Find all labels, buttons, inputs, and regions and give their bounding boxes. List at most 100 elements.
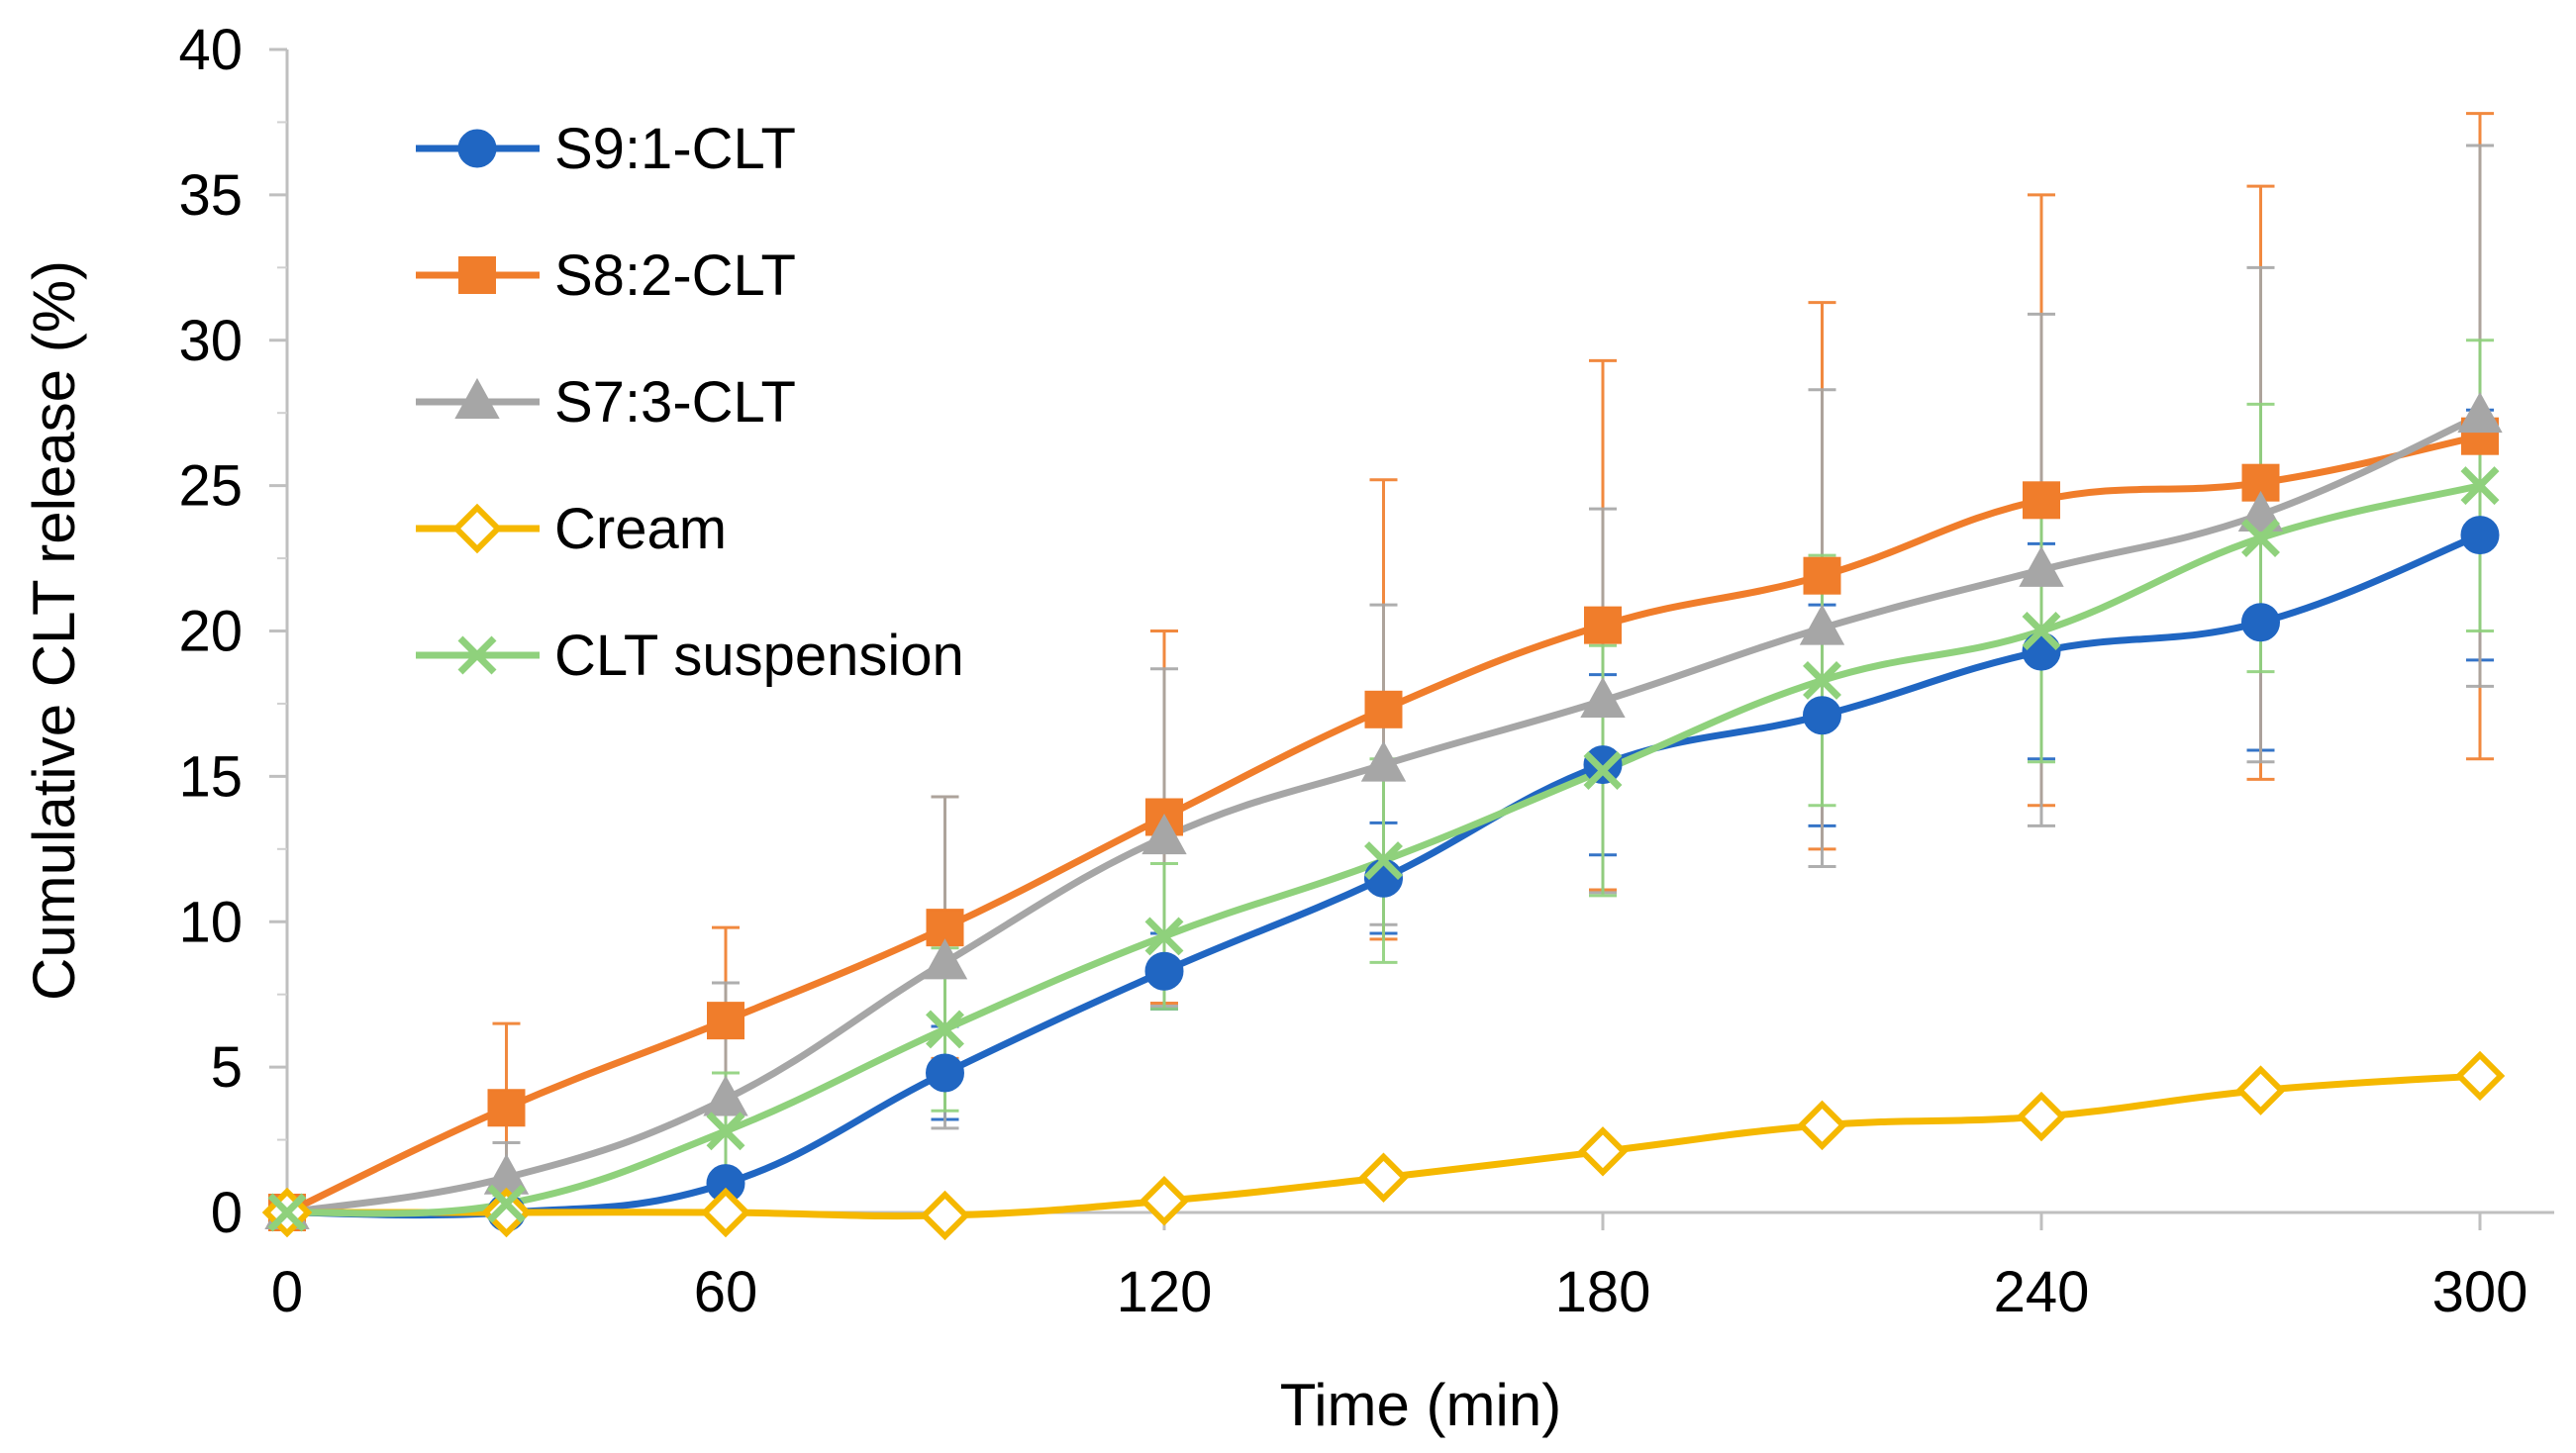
marker-s0-p10-shape bbox=[2460, 516, 2500, 555]
marker-s3-p2 bbox=[700, 1187, 751, 1238]
marker-s4-p9-stroke-b bbox=[2241, 519, 2280, 557]
marker-s0-p4-shape bbox=[1144, 951, 1184, 991]
marker-s0-p9 bbox=[2241, 603, 2280, 642]
marker-s0-p7 bbox=[1803, 696, 1841, 735]
x-tick-label-1: 60 bbox=[694, 1260, 758, 1324]
x-tick-label-3: 180 bbox=[1555, 1260, 1651, 1324]
marker-s2-p6 bbox=[1580, 676, 1626, 718]
marker-s2-p10 bbox=[2457, 392, 2503, 434]
marker-s3-p4 bbox=[1139, 1176, 1190, 1226]
x-tick-label-4: 240 bbox=[1994, 1260, 2090, 1324]
marker-s4-p3-stroke-b bbox=[926, 1010, 964, 1049]
legend-marker-4 bbox=[457, 635, 497, 675]
marker-s4-p6 bbox=[1583, 751, 1623, 790]
marker-s2-p8 bbox=[2019, 545, 2064, 587]
y-tick-label-2: 10 bbox=[178, 890, 243, 954]
y-tick-label-6: 30 bbox=[178, 309, 243, 373]
marker-s2-p3-shape bbox=[922, 938, 968, 980]
marker-s3-p7-shape bbox=[1797, 1100, 1847, 1151]
marker-s3-p2-shape bbox=[700, 1187, 751, 1238]
marker-s2-p5-shape bbox=[1360, 740, 1407, 782]
marker-s4-p4 bbox=[1144, 917, 1184, 956]
marker-s1-p7 bbox=[1803, 556, 1841, 595]
marker-s1-p8 bbox=[2023, 481, 2060, 520]
marker-s3-p6 bbox=[1577, 1126, 1629, 1177]
marker-s1-p2 bbox=[707, 1002, 744, 1040]
marker-s3-p9 bbox=[2235, 1065, 2286, 1115]
marker-s3-p6-shape bbox=[1577, 1126, 1629, 1177]
legend-label-4: CLT suspension bbox=[554, 624, 964, 688]
x-axis-title: Time (min) bbox=[1280, 1372, 1561, 1438]
y-tick-label-8: 40 bbox=[178, 18, 243, 82]
legend-entry-2: S7:3-CLT bbox=[416, 370, 796, 435]
x-tick-group: 0 60 120 180 240 300 bbox=[271, 1212, 2528, 1324]
marker-s2-p10-shape bbox=[2457, 392, 2503, 434]
marker-s2-p9-shape bbox=[2237, 490, 2284, 532]
marker-s3-p4-shape bbox=[1139, 1176, 1190, 1226]
marker-s1-p2-shape bbox=[707, 1002, 744, 1040]
marker-s0-p7-shape bbox=[1803, 696, 1841, 735]
legend-label-2: S7:3-CLT bbox=[554, 370, 796, 435]
legend-label-1: S8:2-CLT bbox=[554, 243, 796, 308]
marker-s4-p8 bbox=[2022, 612, 2061, 650]
y-tick-label-4: 20 bbox=[178, 600, 243, 664]
marker-s4-p10 bbox=[2460, 466, 2500, 506]
marker-s4-p2 bbox=[706, 1112, 745, 1151]
marker-s2-p7 bbox=[1799, 604, 1845, 645]
marker-s1-p1 bbox=[487, 1089, 526, 1127]
legend-marker-2-shape bbox=[454, 377, 500, 419]
marker-s4-p6-stroke-b bbox=[1583, 751, 1623, 790]
marker-s1-p5 bbox=[1364, 690, 1403, 728]
legend-marker-4-stroke-b bbox=[457, 635, 497, 675]
y-tick-label-1: 5 bbox=[211, 1035, 243, 1100]
marker-s2-p9 bbox=[2237, 490, 2284, 532]
marker-s3-p5-shape bbox=[1358, 1152, 1409, 1203]
marker-s4-p7 bbox=[1803, 660, 1841, 700]
marker-s0-p5 bbox=[1364, 858, 1403, 898]
marker-s4-p5-stroke-b bbox=[1364, 841, 1403, 881]
marker-s0-p10 bbox=[2460, 516, 2500, 555]
y-tick-label-7: 35 bbox=[178, 163, 243, 228]
marker-s2-p4 bbox=[1141, 813, 1187, 855]
marker-s4-p7-stroke-b bbox=[1803, 660, 1841, 700]
marker-s1-p6 bbox=[1584, 606, 1622, 644]
marker-s0-p6 bbox=[1583, 745, 1623, 785]
x-tick-label-5: 300 bbox=[2432, 1260, 2528, 1324]
marker-s1-p5-shape bbox=[1364, 690, 1403, 728]
marker-s2-p2-shape bbox=[703, 1075, 748, 1116]
legend-marker-1-shape bbox=[458, 256, 496, 294]
marker-s1-p6-shape bbox=[1584, 606, 1622, 644]
legend-marker-0 bbox=[457, 129, 497, 168]
marker-s2-p5 bbox=[1360, 740, 1407, 782]
marker-s4-p1-stroke-b bbox=[487, 1184, 526, 1223]
marker-s1-p7-shape bbox=[1803, 556, 1841, 595]
marker-s3-p8 bbox=[2016, 1091, 2067, 1142]
marker-s4-p3 bbox=[926, 1010, 964, 1049]
legend-marker-2 bbox=[454, 377, 500, 419]
marker-s4-p10-stroke-b bbox=[2460, 466, 2500, 506]
marker-s3-p10-shape bbox=[2454, 1050, 2506, 1102]
y-tick-group: 0 5 10 15 20 25 30 35 40 bbox=[178, 18, 287, 1245]
marker-s4-p9 bbox=[2241, 519, 2280, 557]
y-tick-label-3: 15 bbox=[178, 744, 243, 809]
legend-entry-1: S8:2-CLT bbox=[416, 243, 796, 308]
marker-s2-p2 bbox=[703, 1075, 748, 1116]
y-tick-label-5: 25 bbox=[178, 454, 243, 519]
marker-s4-p4-stroke-b bbox=[1144, 917, 1184, 956]
marker-s4-p8-stroke-b bbox=[2022, 612, 2061, 650]
legend-marker-1 bbox=[458, 256, 496, 294]
legend-entry-3: Cream bbox=[416, 497, 727, 561]
legend: S9:1-CLT S8:2-CLT S7:3-CLT Cream CLT suspens… bbox=[416, 117, 964, 688]
marker-s3-p5 bbox=[1358, 1152, 1409, 1203]
marker-s0-p4 bbox=[1144, 951, 1184, 991]
marker-s2-p7-shape bbox=[1799, 604, 1845, 645]
marker-s2-p8-shape bbox=[2019, 545, 2064, 587]
marker-s4-p1 bbox=[487, 1184, 526, 1223]
legend-entry-4: CLT suspension bbox=[416, 624, 964, 688]
legend-label-3: Cream bbox=[554, 497, 727, 561]
marker-s0-p5-shape bbox=[1364, 858, 1403, 898]
marker-s2-p4-shape bbox=[1141, 813, 1187, 855]
marker-s4-p5 bbox=[1364, 841, 1403, 881]
marker-s4-p0-stroke-b bbox=[267, 1193, 307, 1232]
